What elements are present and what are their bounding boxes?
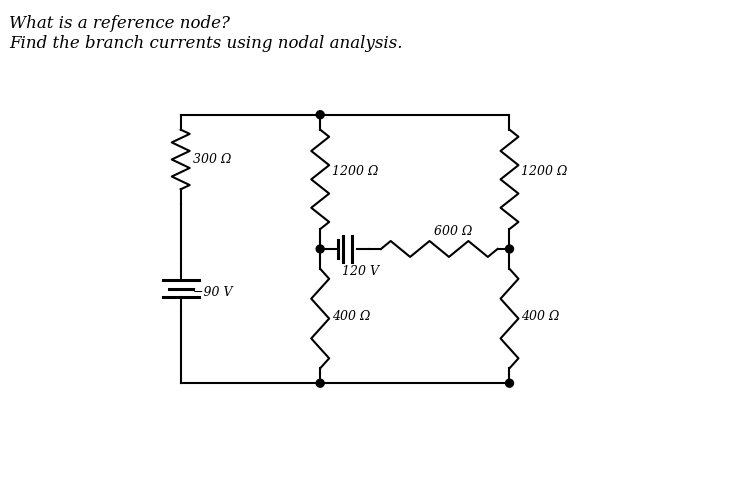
Text: 400 Ω: 400 Ω xyxy=(332,310,371,322)
Text: Find the branch currents using nodal analysis.: Find the branch currents using nodal ana… xyxy=(9,35,403,52)
Text: 1200 Ω: 1200 Ω xyxy=(521,166,568,179)
Text: 300 Ω: 300 Ω xyxy=(192,153,231,166)
Circle shape xyxy=(316,379,324,387)
Circle shape xyxy=(506,245,514,253)
Text: 600 Ω: 600 Ω xyxy=(434,225,473,238)
Circle shape xyxy=(506,379,514,387)
Text: 400 Ω: 400 Ω xyxy=(521,310,560,322)
Text: 120 V: 120 V xyxy=(342,265,379,278)
Circle shape xyxy=(316,245,324,253)
Text: 1200 Ω: 1200 Ω xyxy=(332,166,378,179)
Text: What is a reference node?: What is a reference node? xyxy=(9,15,230,32)
Text: −90 V: −90 V xyxy=(192,286,232,299)
Circle shape xyxy=(316,111,324,119)
